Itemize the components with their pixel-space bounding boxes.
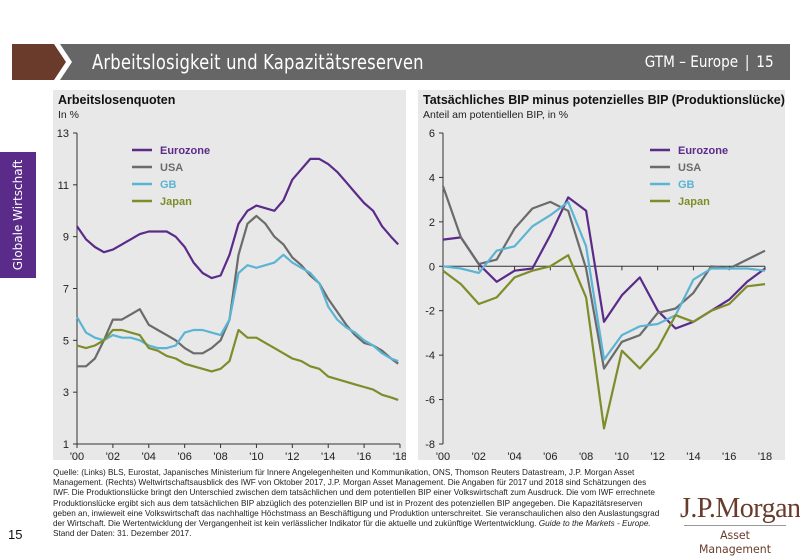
- header-separator: |: [745, 52, 750, 71]
- logo-wordmark: J.P.Morgan: [680, 493, 800, 524]
- x-tick-label: '08: [213, 451, 227, 460]
- x-tick-label: '14: [686, 451, 700, 460]
- y-tick-label: -6: [425, 395, 435, 407]
- series-line-japan: [76, 328, 399, 401]
- y-tick-label: 0: [429, 261, 435, 273]
- x-tick-label: '02: [472, 451, 486, 460]
- x-tick-label: '06: [177, 451, 191, 460]
- output-gap-chart: -8 -6 -4 -2 0 2 4 6 '00 '02 '04 '06 '08 '10 '12 '14 '16 '…: [425, 128, 772, 460]
- y-tick-label: 9: [63, 232, 69, 244]
- section-label: GTM – Europe: [645, 52, 739, 71]
- x-tick-label: '00: [70, 451, 84, 460]
- y-tick-label: 1: [63, 439, 69, 451]
- series-line-usa: [77, 214, 399, 368]
- logo-subtitle: Asset Management: [699, 528, 771, 556]
- header-right: GTM – Europe | 15: [645, 52, 774, 71]
- x-tick-label: '18: [758, 451, 772, 460]
- source-line: geben an, inwieweit eine Volkswirtschaft…: [53, 508, 660, 518]
- chart-title: Tatsächliches BIP minus potenzielles BIP…: [423, 93, 785, 107]
- y-tick-label: 13: [57, 128, 69, 140]
- legend-label: Japan: [678, 196, 710, 208]
- data-date: Stand der Daten: 31. Dezember 2017.: [53, 529, 192, 539]
- jpmorgan-logo: J.P.Morgan Asset Management: [680, 493, 800, 556]
- y-tick-label: -2: [425, 306, 435, 318]
- guide-title: Guide to the Markets - Europe.: [538, 519, 651, 529]
- source-line: Quelle: (Links) BLS, Eurostat, Japanisch…: [53, 468, 635, 477]
- y-tick-label: 11: [58, 180, 69, 192]
- x-tick-label: '10: [249, 451, 263, 460]
- x-tick-label: '04: [142, 451, 156, 460]
- x-tick-label: '16: [722, 451, 736, 460]
- chart-subtitle: In %: [58, 109, 80, 121]
- sidebar-tab: Globale Wirtschaft: [0, 152, 36, 278]
- x-tick-label: '04: [507, 451, 521, 460]
- logo-divider: [684, 525, 786, 526]
- source-note: Quelle: (Links) BLS, Eurostat, Japanisch…: [53, 468, 663, 539]
- header-page-number: 15: [756, 52, 774, 71]
- legend-label: Japan: [160, 196, 192, 208]
- series-line-japan: [442, 254, 766, 430]
- x-tick-label: '02: [106, 451, 120, 460]
- legend-label: Eurozone: [678, 145, 728, 157]
- y-tick-label: -8: [425, 439, 435, 451]
- series-line-gb: [442, 200, 766, 361]
- chart-panel-output-gap: Tatsächliches BIP minus potenzielles BIP…: [418, 90, 785, 460]
- slide-header: Arbeitslosigkeit und Kapazitätsreserven …: [12, 44, 790, 80]
- chart-subtitle: Anteil am potentiellen BIP, in %: [423, 109, 569, 121]
- series-line-eurozone: [76, 157, 400, 280]
- legend-label: GB: [160, 179, 177, 191]
- y-tick-label: 5: [63, 335, 69, 347]
- series-line-usa: [441, 185, 766, 370]
- x-tick-label: '12: [285, 451, 299, 460]
- x-tick-label: '16: [357, 451, 371, 460]
- source-line: IWF. Die Produktionslücke bringt den Unt…: [53, 488, 655, 498]
- slide-title: Arbeitslosigkeit und Kapazitätsreserven: [92, 50, 424, 74]
- legend-label: GB: [678, 179, 695, 191]
- x-tick-label: '18: [393, 451, 406, 460]
- unemployment-chart: 135791113'00'02'04'06'08'10'12'14'16'18E…: [57, 128, 406, 460]
- series-line-gb: [76, 253, 399, 363]
- source-line: Management. (Rechts) Weltwirtschaftsausb…: [53, 478, 647, 488]
- source-line: Produktionslücke ergibt sich aus dem tat…: [53, 498, 643, 508]
- y-tick-label: 7: [63, 284, 69, 296]
- sidebar-label: Globale Wirtschaft: [11, 159, 25, 271]
- legend-label: Eurozone: [160, 145, 210, 157]
- y-tick-label: 6: [429, 128, 435, 140]
- x-tick-label: '00: [436, 451, 450, 460]
- y-tick-label: 4: [429, 172, 435, 184]
- legend-label: USA: [160, 162, 183, 174]
- x-tick-label: '14: [321, 451, 335, 460]
- legend-label: USA: [678, 162, 701, 174]
- x-tick-label: '06: [543, 451, 557, 460]
- chart-title: Arbeitslosenquoten: [58, 93, 176, 107]
- source-line: der Wirtschaft. Die Wertentwicklung der …: [53, 519, 537, 529]
- x-tick-label: '10: [615, 451, 629, 460]
- chart-panel-unemployment: Arbeitslosenquoten In % 1 3 5 7 9 11 13'00'02 '…: [53, 90, 406, 460]
- x-tick-label: '12: [650, 451, 664, 460]
- page-number: 15: [8, 527, 23, 542]
- header-bar: [54, 44, 790, 80]
- x-tick-label: '08: [579, 451, 593, 460]
- y-tick-label: -4: [425, 350, 435, 362]
- y-tick-label: 3: [63, 387, 69, 399]
- y-tick-label: 2: [429, 217, 435, 229]
